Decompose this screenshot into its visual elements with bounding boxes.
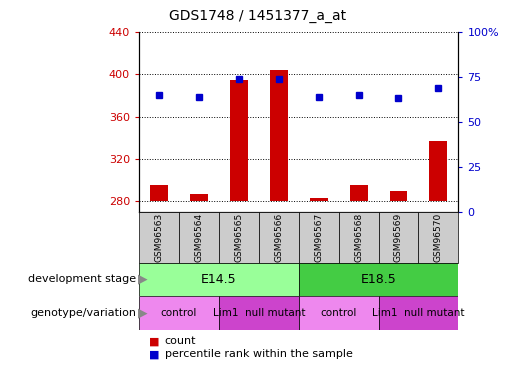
Bar — [389, 191, 407, 201]
Bar — [259, 212, 299, 262]
Text: Lim1  null mutant: Lim1 null mutant — [213, 308, 305, 318]
Bar — [139, 296, 219, 330]
Text: development stage: development stage — [28, 274, 136, 284]
Text: ▶: ▶ — [138, 273, 148, 286]
Bar — [270, 70, 288, 201]
Bar — [150, 185, 168, 201]
Bar — [219, 296, 299, 330]
Bar — [139, 262, 299, 296]
Text: genotype/variation: genotype/variation — [30, 308, 136, 318]
Bar — [350, 185, 368, 201]
Bar — [299, 212, 339, 262]
Bar — [190, 194, 208, 201]
Text: ■: ■ — [149, 350, 160, 359]
Text: GSM96565: GSM96565 — [234, 213, 243, 262]
Bar — [379, 296, 458, 330]
Text: GSM96568: GSM96568 — [354, 213, 363, 262]
Text: GSM96570: GSM96570 — [434, 213, 443, 262]
Bar — [430, 141, 448, 201]
Text: GSM96569: GSM96569 — [394, 213, 403, 262]
Text: control: control — [320, 308, 357, 318]
Text: Lim1  null mutant: Lim1 null mutant — [372, 308, 465, 318]
Bar — [379, 212, 419, 262]
Bar — [299, 296, 379, 330]
Bar — [310, 198, 328, 201]
Text: GDS1748 / 1451377_a_at: GDS1748 / 1451377_a_at — [169, 9, 346, 23]
Text: GSM96566: GSM96566 — [274, 213, 283, 262]
Text: E14.5: E14.5 — [201, 273, 237, 286]
Bar — [179, 212, 219, 262]
Text: ■: ■ — [149, 336, 160, 346]
Bar — [339, 212, 379, 262]
Text: ▶: ▶ — [138, 307, 148, 320]
Bar — [139, 212, 179, 262]
Text: GSM96564: GSM96564 — [195, 213, 203, 262]
Bar — [299, 262, 458, 296]
Bar — [230, 80, 248, 201]
Text: GSM96567: GSM96567 — [314, 213, 323, 262]
Text: percentile rank within the sample: percentile rank within the sample — [165, 350, 353, 359]
Text: GSM96563: GSM96563 — [154, 213, 163, 262]
Text: control: control — [161, 308, 197, 318]
Bar — [219, 212, 259, 262]
Bar — [419, 212, 458, 262]
Text: E18.5: E18.5 — [360, 273, 397, 286]
Text: count: count — [165, 336, 196, 346]
